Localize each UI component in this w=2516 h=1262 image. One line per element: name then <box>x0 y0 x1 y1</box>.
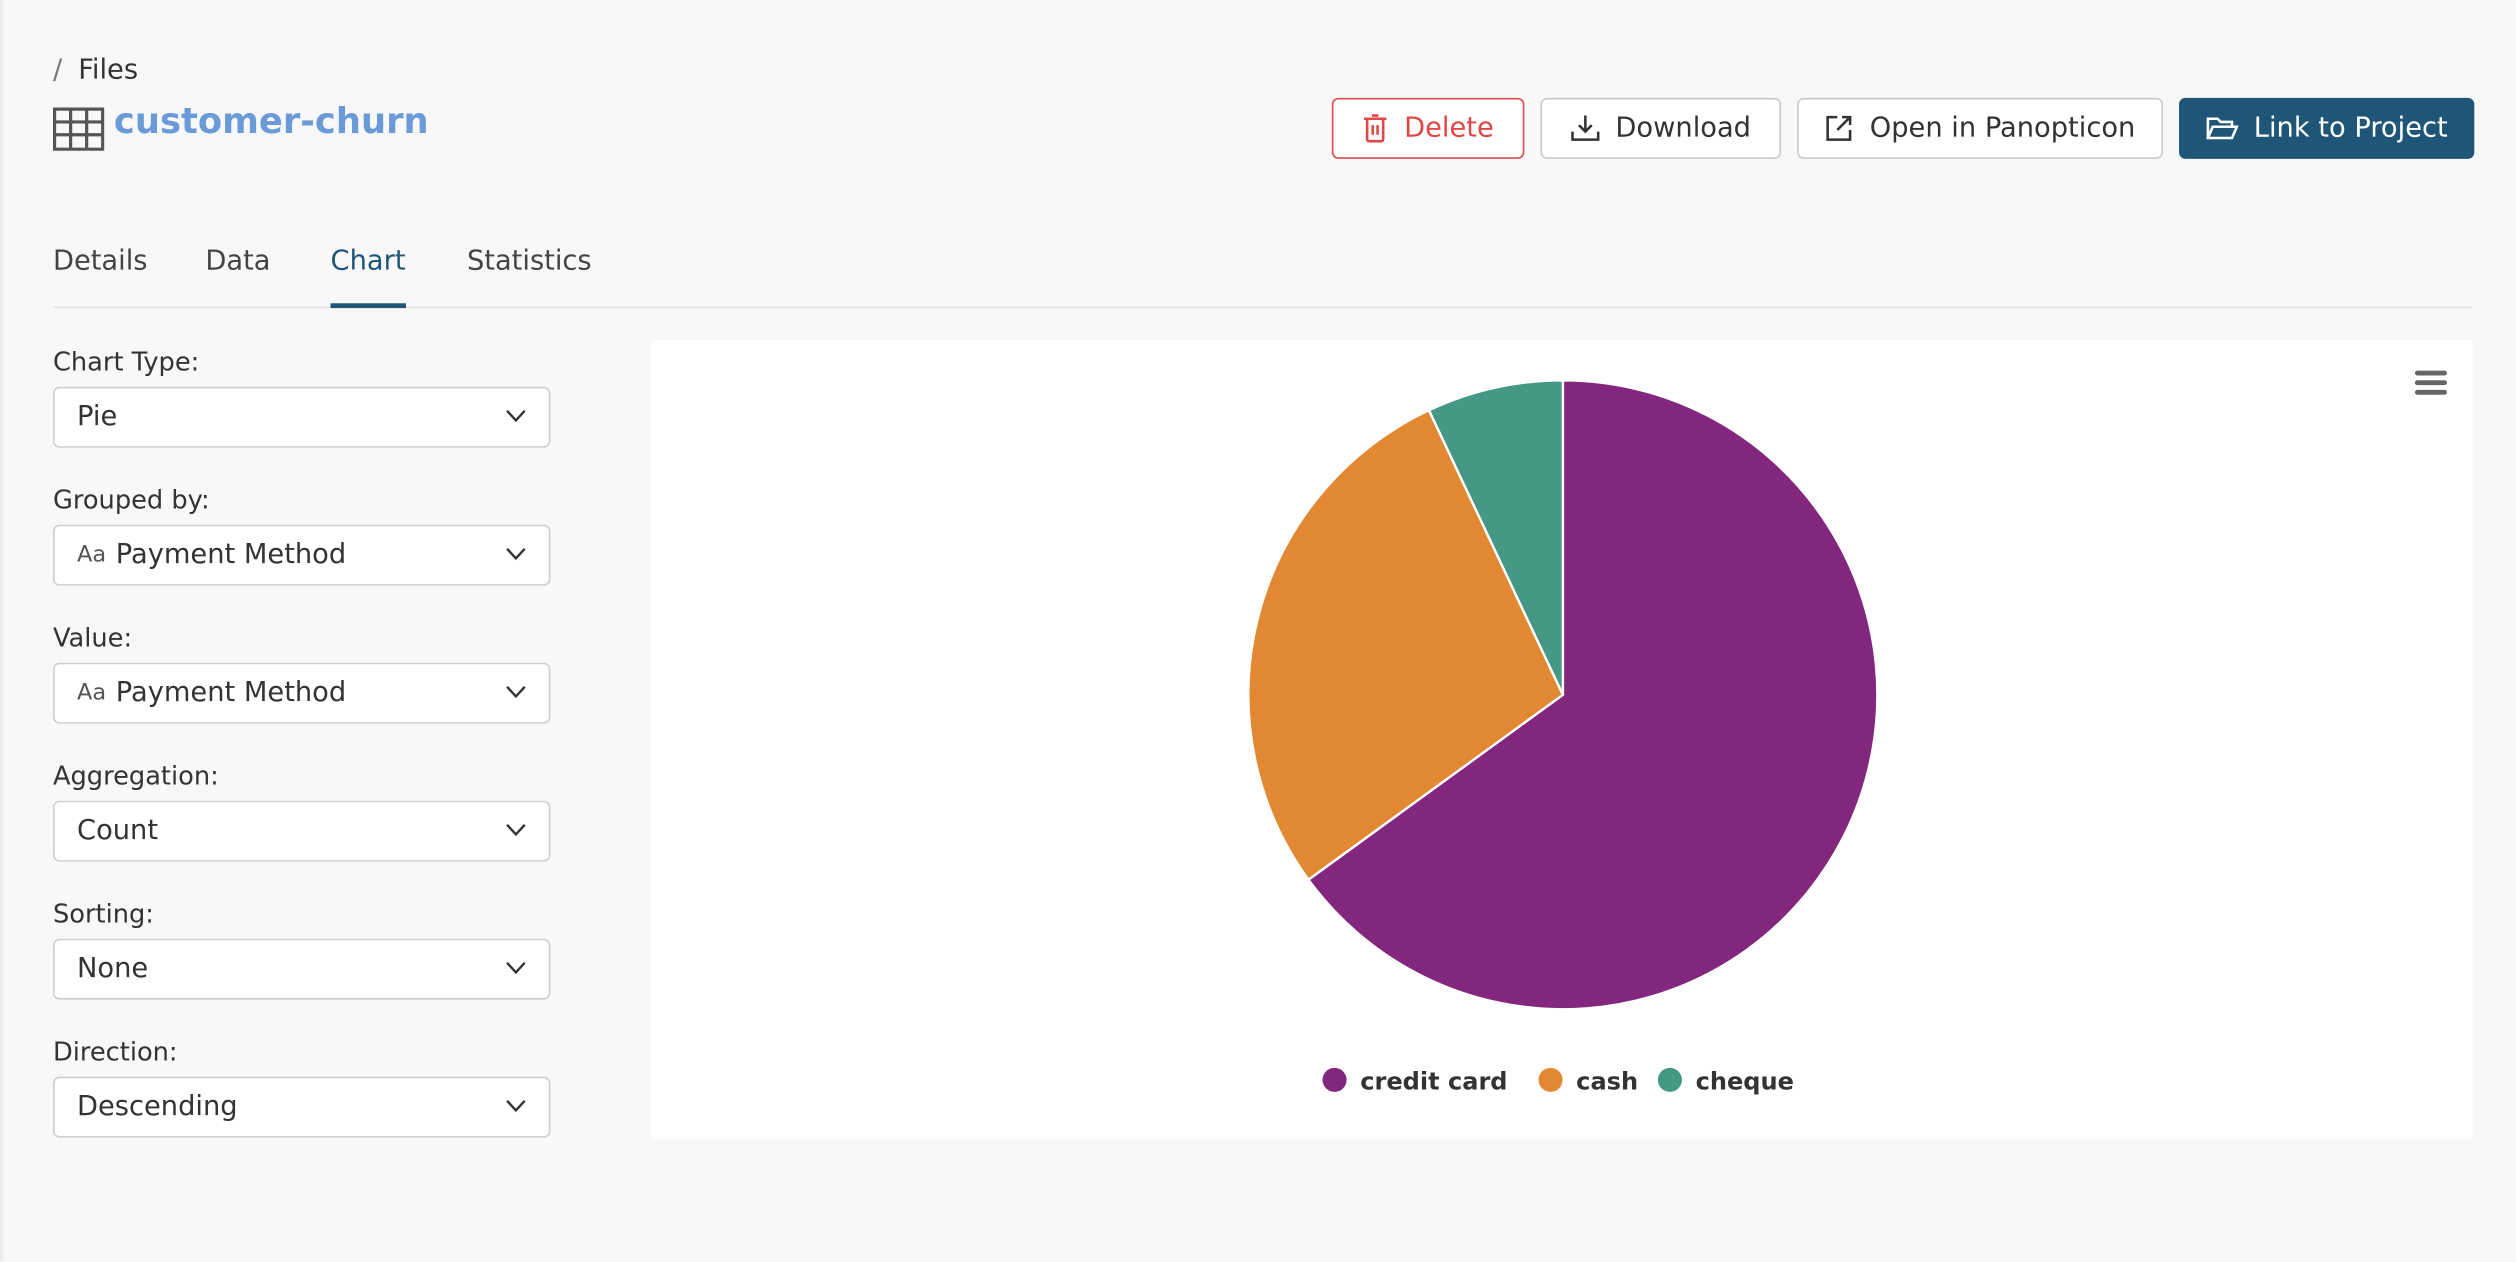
tab-divider <box>52 306 2473 309</box>
button-label: Download <box>1615 112 1752 145</box>
tab[interactable]: Statistics <box>466 245 592 278</box>
legend-label: credit card <box>1360 1068 1507 1096</box>
pie-slice <box>1427 379 1565 696</box>
field-label: Direction: <box>52 1036 178 1068</box>
type-icon: Aa <box>77 542 107 569</box>
button-label: Open in Panopticon <box>1869 112 2136 145</box>
legend-marker <box>1322 1067 1347 1092</box>
sidebar-edge <box>0 0 4 1262</box>
chart: credit card cash cheque <box>1247 370 2448 1096</box>
chevron <box>506 409 526 423</box>
select-value: Count <box>77 815 159 848</box>
breadcrumb: / Files <box>53 55 138 87</box>
table-icon <box>52 107 105 151</box>
field-label: Grouped by: <box>52 484 210 516</box>
download-button[interactable]: Download <box>1540 97 1782 159</box>
legend-marker <box>1538 1067 1563 1092</box>
field-label: Sorting: <box>52 898 154 930</box>
delete-button[interactable]: Delete <box>1331 97 1525 159</box>
tab[interactable]: Data <box>205 245 271 278</box>
select[interactable]: Aa Payment Method <box>52 524 551 586</box>
select[interactable]: Aa Payment Method <box>52 662 551 724</box>
download-icon <box>1570 115 1600 141</box>
legend-label: cash <box>1576 1068 1638 1096</box>
select[interactable]: Count <box>52 800 551 862</box>
select-value: None <box>77 953 149 986</box>
tab[interactable]: Details <box>52 245 148 278</box>
chart-menu[interactable] <box>2414 370 2448 395</box>
select[interactable]: None <box>52 938 551 1000</box>
select-value: Payment Method <box>115 539 347 572</box>
chevron <box>506 823 526 837</box>
type-icon: Aa <box>77 680 107 707</box>
link-button[interactable]: Link to Project <box>2179 97 2475 159</box>
chevron <box>506 547 526 561</box>
select[interactable]: Pie <box>52 386 551 448</box>
chevron <box>506 685 526 699</box>
breadcrumb-link[interactable]: Files <box>78 54 139 87</box>
file-title: customer-churn <box>113 102 429 143</box>
open-button[interactable]: Open in Panopticon <box>1797 97 2164 159</box>
folder-icon <box>2205 117 2238 140</box>
field-label: Chart Type: <box>52 346 200 378</box>
pie-slice <box>1306 379 1879 1011</box>
select[interactable]: Descending <box>52 1076 551 1138</box>
button-label: Link to Project <box>2253 112 2448 145</box>
select-value: Pie <box>77 401 118 434</box>
field-label: Value: <box>52 622 133 654</box>
select-value: Descending <box>77 1091 238 1124</box>
legend-marker <box>1657 1067 1682 1092</box>
tab-indicator <box>330 303 406 309</box>
chevron <box>506 1099 526 1113</box>
button-label: Delete <box>1404 112 1494 145</box>
legend-label: cheque <box>1696 1068 1794 1096</box>
trash-icon <box>1364 114 1387 143</box>
pie-slice <box>1247 408 1565 882</box>
breadcrumb-separator: / <box>52 54 63 87</box>
select-value: Payment Method <box>115 677 347 710</box>
external-icon <box>1826 115 1852 141</box>
field-label: Aggregation: <box>52 760 219 792</box>
chart-panel: credit card cash cheque <box>651 340 2473 1140</box>
chevron <box>506 961 526 975</box>
tab[interactable]: Chart <box>330 245 406 278</box>
